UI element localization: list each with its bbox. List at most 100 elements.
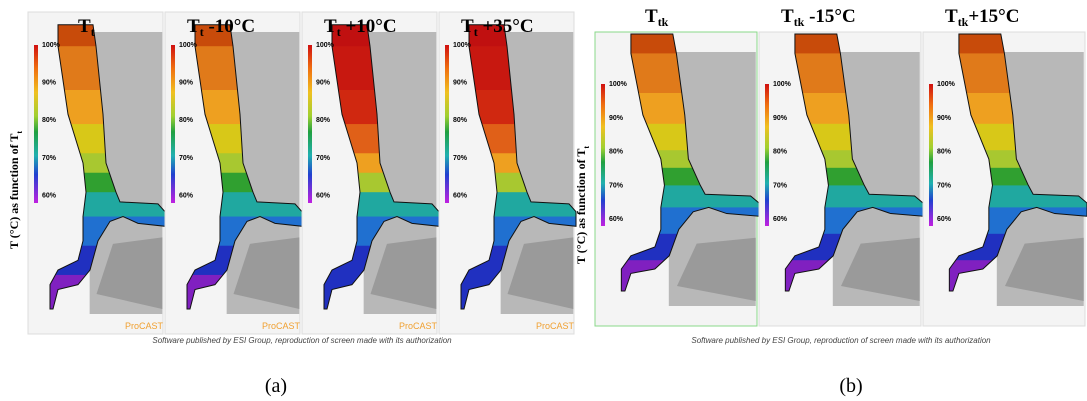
panel-title: Tt -10°C [187,16,255,39]
mold-lower [96,237,163,309]
colorbar-label: 80% [609,149,624,156]
colorbar [601,84,605,226]
text-suffix: -10°C [204,16,255,37]
text-base: T [461,16,474,37]
colorbar-label: 60% [937,216,952,223]
colorbar-label: 80% [42,117,57,124]
colorbar-label: 90% [179,80,194,87]
panel-title: Tt [78,16,95,39]
colorbar-label: 100% [937,81,956,88]
text-sub: tk [794,15,805,29]
text-base: T [781,6,794,27]
mold-lower [677,237,756,301]
colorbar-label: 90% [609,115,624,122]
text-sub: tk [958,15,969,29]
text-sub: t [474,25,478,39]
y-axis-label: T (°C) as function of Tt [7,131,24,249]
sim-panel: 100% 90% 80% 70% 60% Ttk -15°C [758,6,924,327]
text-suffix: +15°C [968,6,1019,27]
text-base: T (°C) as function of T [7,134,21,249]
sim-panel: 100% 90% 80% 70% 60% Ttk [594,6,760,327]
text-base: T [945,6,958,27]
panel-label: (a) [265,375,287,397]
colorbar [929,84,933,226]
colorbar-label: 60% [316,192,331,199]
colorbar [765,84,769,226]
caption: Software published by ESI Group, reprodu… [152,336,452,345]
colorbar-label: 80% [316,117,331,124]
colorbar-label: 70% [937,182,952,189]
text-suffix: -15°C [804,6,855,27]
sim-panel: 100% 90% 80% 70% 60% ProCAST Tt +10°C [301,11,440,335]
colorbar-label: 100% [609,81,628,88]
mold-lower [233,237,300,309]
colorbar-label: 90% [42,80,57,87]
colorbar-label: 100% [453,42,472,49]
colorbar-label: 60% [609,216,624,223]
text-sub: tk [658,15,669,29]
sim-panel: 100% 90% 80% 70% 60% ProCAST Tt [27,11,166,335]
text-base: T [645,6,658,27]
colorbar-label: 70% [316,155,331,162]
logo: ProCAST [262,321,301,331]
colorbar-label: 60% [179,192,194,199]
panel-title: Ttk [645,6,669,29]
colorbar-label: 60% [453,192,468,199]
colorbar-label: 90% [316,80,331,87]
text-base: T [324,16,337,37]
colorbar [171,45,175,203]
mold-lower [1005,237,1084,301]
casting-outline [186,24,303,310]
text-base: T [78,16,91,37]
text-sub: t [200,25,204,39]
panel-title: Tt +35°C [461,16,534,39]
caption: Software published by ESI Group, reprodu… [691,336,991,345]
text-suffix: +35°C [478,16,534,37]
text-sub: t [337,25,341,39]
text-base: T (°C) as function of T [574,149,588,264]
text-sub: t [15,131,24,134]
logo: ProCAST [125,321,164,331]
colorbar-label: 100% [179,42,198,49]
colorbar [308,45,312,203]
panel-title: Tt +10°C [324,16,397,39]
colorbar-label: 80% [773,149,788,156]
colorbar [445,45,449,203]
casting-outline [323,24,440,310]
colorbar-label: 100% [316,42,335,49]
logo: ProCAST [536,321,575,331]
colorbar-label: 60% [42,192,57,199]
panel-label: (b) [839,375,862,397]
colorbar-label: 80% [179,117,194,124]
colorbar [34,45,38,203]
colorbar-label: 70% [773,182,788,189]
panel-title: Ttk+15°C [945,6,1020,29]
colorbar-label: 70% [609,182,624,189]
colorbar-label: 90% [773,115,788,122]
casting-outline [948,33,1087,292]
casting-outline [49,24,166,310]
colorbar-label: 80% [937,149,952,156]
colorbar-label: 100% [42,42,61,49]
colorbar-label: 60% [773,216,788,223]
colorbar-label: 80% [453,117,468,124]
colorbar-label: 90% [453,80,468,87]
text-base: T [187,16,200,37]
colorbar-label: 100% [773,81,792,88]
mold-lower [507,237,574,309]
sim-panel: 100% 90% 80% 70% 60% ProCAST Tt +35°C [438,11,577,335]
mold-lower [370,237,437,309]
text-sub: t [582,146,591,149]
text-suffix: +10°C [341,16,397,37]
colorbar-label: 70% [453,155,468,162]
logo: ProCAST [399,321,438,331]
mold-lower [841,237,920,301]
casting-outline [784,33,924,292]
text-sub: t [91,25,95,39]
casting-outline [460,24,577,310]
colorbar-label: 70% [42,155,57,162]
sim-panel: 100% 90% 80% 70% 60% ProCAST Tt -10°C [164,11,303,335]
panel-title: Ttk -15°C [781,6,856,29]
colorbar-label: 70% [179,155,194,162]
